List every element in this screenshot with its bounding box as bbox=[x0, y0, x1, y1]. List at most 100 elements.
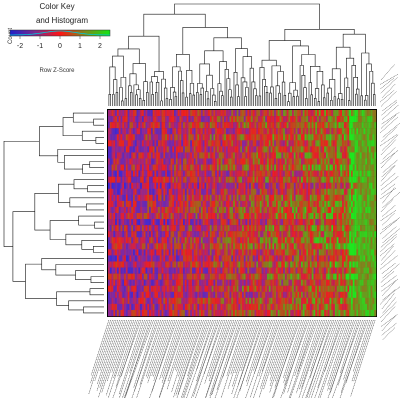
heatmap-cell bbox=[322, 158, 325, 165]
heatmap-cell bbox=[233, 164, 236, 171]
heatmap-cell bbox=[158, 146, 161, 153]
heatmap-cell bbox=[129, 249, 132, 256]
heatmap-cell bbox=[325, 116, 329, 123]
heatmap-cell bbox=[140, 164, 143, 171]
heatmap-cell bbox=[184, 116, 187, 123]
heatmap-cell bbox=[197, 206, 200, 214]
heatmap-cell bbox=[293, 273, 296, 280]
heatmap-cell bbox=[174, 116, 177, 123]
heatmap-cell bbox=[270, 249, 273, 256]
heatmap-cell bbox=[281, 261, 284, 268]
heatmap-cell bbox=[149, 164, 152, 171]
heatmap-cell bbox=[152, 122, 155, 129]
heatmap-cell bbox=[306, 279, 309, 286]
heatmap-cell bbox=[134, 243, 137, 250]
heatmap-cell bbox=[138, 164, 141, 171]
heatmap-cell bbox=[279, 122, 282, 129]
heatmap-cell bbox=[290, 146, 293, 153]
heatmap-cell bbox=[338, 134, 341, 141]
heatmap-cell bbox=[272, 219, 275, 226]
heatmap-cell bbox=[183, 110, 186, 117]
heatmap-cell bbox=[274, 243, 277, 250]
heatmap-cell bbox=[297, 188, 300, 196]
heatmap-cell bbox=[211, 170, 214, 177]
heatmap-cell bbox=[333, 225, 336, 232]
heatmap-cell bbox=[181, 213, 184, 220]
heatmap-cell bbox=[333, 285, 336, 293]
heatmap-cell bbox=[327, 231, 330, 238]
heatmap-cell bbox=[138, 237, 141, 244]
heatmap-cell bbox=[315, 188, 318, 196]
heatmap-cell bbox=[188, 146, 191, 153]
heatmap-cell bbox=[179, 164, 182, 171]
heatmap-cell bbox=[181, 140, 184, 147]
heatmap-cell bbox=[354, 267, 357, 274]
heatmap-cell bbox=[118, 237, 121, 244]
heatmap-cell bbox=[329, 309, 332, 317]
heatmap-cell bbox=[222, 309, 225, 317]
heatmap-cell bbox=[175, 122, 178, 129]
heatmap-cell bbox=[116, 134, 119, 141]
heatmap-cell bbox=[242, 200, 245, 208]
heatmap-cell bbox=[108, 255, 111, 262]
heatmap-cell bbox=[358, 134, 361, 141]
heatmap-cell bbox=[150, 116, 153, 123]
heatmap-cell bbox=[204, 219, 207, 226]
heatmap-cell bbox=[193, 110, 196, 117]
heatmap-cell bbox=[133, 188, 136, 196]
heatmap-cell bbox=[175, 200, 178, 208]
heatmap-cell bbox=[297, 231, 300, 238]
heatmap-cell bbox=[150, 225, 153, 232]
heatmap-cell bbox=[177, 140, 180, 147]
heatmap-cell bbox=[108, 134, 111, 141]
heatmap-cell bbox=[306, 152, 309, 159]
heatmap-cell bbox=[288, 261, 291, 268]
heatmap-cell bbox=[216, 231, 220, 238]
heatmap-cell bbox=[302, 188, 305, 196]
heatmap-cell bbox=[122, 249, 125, 256]
heatmap-cell bbox=[156, 237, 159, 244]
heatmap-cell bbox=[347, 249, 350, 256]
heatmap-cell bbox=[229, 122, 232, 129]
heatmap-cell bbox=[179, 261, 182, 268]
heatmap-cell bbox=[309, 237, 312, 244]
heatmap-cell bbox=[324, 206, 327, 214]
heatmap-cell bbox=[272, 231, 275, 238]
heatmap-cell bbox=[140, 285, 143, 293]
heatmap-cell bbox=[304, 200, 307, 208]
heatmap-cell bbox=[252, 231, 255, 238]
heatmap-cell bbox=[190, 158, 193, 165]
heatmap-cell bbox=[258, 285, 261, 293]
heatmap-cell bbox=[275, 243, 278, 250]
heatmap-cell bbox=[283, 176, 286, 183]
heatmap-cell bbox=[159, 213, 162, 220]
heatmap-cell bbox=[334, 146, 337, 153]
heatmap-cell bbox=[141, 213, 144, 220]
column-dendrogram-branch bbox=[235, 48, 248, 73]
heatmap-cell bbox=[229, 213, 232, 220]
heatmap-cell bbox=[286, 237, 289, 244]
heatmap-cell bbox=[252, 255, 255, 262]
heatmap-cell bbox=[231, 122, 234, 129]
heatmap-cell bbox=[304, 291, 307, 299]
heatmap-cell bbox=[170, 200, 173, 208]
heatmap-cell bbox=[188, 206, 191, 214]
heatmap-cell bbox=[275, 176, 278, 183]
heatmap-cell bbox=[263, 237, 266, 244]
heatmap-cell bbox=[175, 261, 178, 268]
heatmap-cell bbox=[286, 140, 289, 147]
heatmap-cell bbox=[193, 213, 196, 220]
heatmap-cell bbox=[254, 249, 257, 256]
heatmap-cell bbox=[225, 122, 228, 129]
heatmap-cell bbox=[259, 140, 262, 147]
heatmap-cell bbox=[334, 219, 337, 226]
heatmap-cell bbox=[256, 243, 259, 250]
heatmap-cell bbox=[156, 243, 159, 250]
heatmap-cell bbox=[327, 158, 330, 165]
heatmap-cell bbox=[215, 170, 218, 177]
heatmap-cell bbox=[163, 261, 166, 268]
heatmap-cell bbox=[231, 188, 234, 196]
heatmap-cell bbox=[154, 158, 157, 165]
heatmap-cell bbox=[193, 182, 196, 190]
heatmap-cell bbox=[338, 152, 341, 159]
